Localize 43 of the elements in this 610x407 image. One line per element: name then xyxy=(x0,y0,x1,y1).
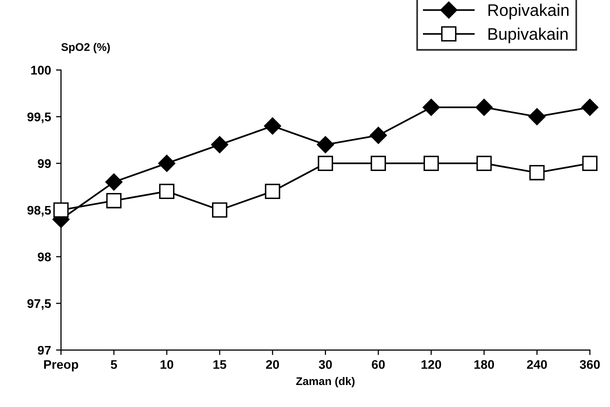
x-tick-label: 15 xyxy=(213,360,226,369)
point xyxy=(105,173,122,191)
point xyxy=(264,117,282,135)
point xyxy=(264,184,280,199)
point xyxy=(476,98,493,116)
legend-label: Ropivakain xyxy=(488,4,569,20)
x-tick-label: 30 xyxy=(318,360,332,369)
x-tick-label: 5 xyxy=(110,360,118,369)
point xyxy=(158,154,176,172)
point xyxy=(106,193,122,208)
point xyxy=(370,156,386,171)
point xyxy=(318,156,334,171)
point xyxy=(529,165,545,180)
x-tick-label: 240 xyxy=(526,360,547,369)
x-tick-label: Preop xyxy=(44,360,78,372)
point xyxy=(211,136,228,154)
point xyxy=(424,156,439,171)
point xyxy=(582,156,598,171)
y-tick-label: 98,5 xyxy=(27,206,51,216)
point xyxy=(581,98,598,116)
point xyxy=(212,202,228,218)
y-tick-label: 98 xyxy=(38,252,51,262)
point xyxy=(316,136,334,154)
x-tick-label: 20 xyxy=(266,360,279,369)
x-tick-label: 10 xyxy=(160,360,174,369)
point xyxy=(422,98,440,116)
y-tick-label: 99 xyxy=(38,159,51,168)
y-tick-label: 97 xyxy=(38,346,51,355)
y-tick-label: 99,5 xyxy=(27,112,51,124)
point xyxy=(476,156,492,171)
x-tick-label: 360 xyxy=(580,360,600,369)
point xyxy=(53,202,69,218)
y-axis-title: SpO2 (%) xyxy=(61,42,110,54)
y-tick-label: 100 xyxy=(31,66,51,75)
x-tick-label: 180 xyxy=(474,360,494,369)
x-tick-label: 60 xyxy=(372,360,385,369)
legend-label: Bupivakain xyxy=(488,28,568,44)
y-tick-label: 97,5 xyxy=(27,299,51,310)
point xyxy=(159,184,174,199)
x-tick-label: 120 xyxy=(422,360,442,369)
x-axis-title: Zaman (dk) xyxy=(296,376,355,388)
point xyxy=(370,126,387,144)
point xyxy=(528,108,546,126)
